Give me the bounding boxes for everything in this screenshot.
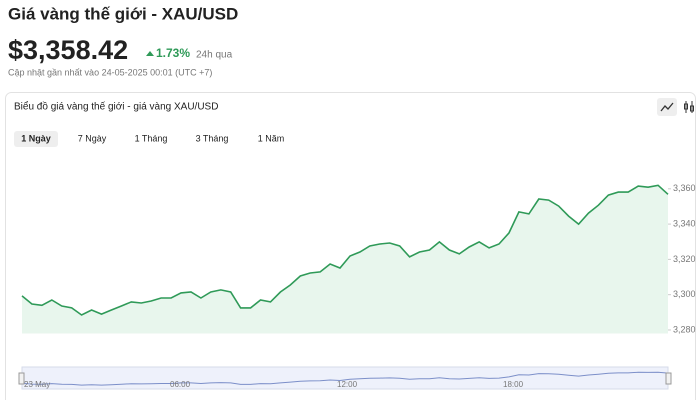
updated: Cập nhật gần nhất vào 24-05-2025 00:01 (… bbox=[8, 67, 212, 77]
tab[interactable]: 7 Ngày bbox=[78, 133, 107, 143]
y-tick-label: 3,320 bbox=[673, 254, 696, 264]
change: 1.73% bbox=[156, 46, 190, 60]
tab[interactable]: 1 Tháng bbox=[135, 133, 168, 143]
card-title: Biểu đồ giá vàng thế giới - giá vàng XAU… bbox=[14, 101, 218, 113]
period: 24h qua bbox=[196, 50, 233, 61]
navigator-handle[interactable] bbox=[665, 372, 672, 385]
page-title: Giá vàng thế giới - XAU/USD bbox=[8, 4, 238, 23]
line-icon[interactable] bbox=[657, 98, 677, 116]
navigator-line bbox=[21, 371, 669, 386]
line-icon-glyph bbox=[660, 102, 674, 112]
navigator-label: 06:00 bbox=[170, 380, 191, 389]
up-arrow bbox=[146, 51, 154, 56]
y-tick-label: 3,340 bbox=[673, 218, 696, 228]
tab[interactable]: 1 Năm bbox=[258, 133, 285, 143]
candle-icon[interactable] bbox=[684, 101, 694, 113]
navigator-label: 18:00 bbox=[503, 380, 524, 389]
navigator-label: 23 May bbox=[24, 380, 50, 389]
price-line bbox=[21, 184, 669, 316]
y-tick-label: 3,280 bbox=[673, 324, 696, 334]
tab[interactable]: 1 Ngày bbox=[21, 133, 51, 143]
navigator-label: 12:00 bbox=[337, 380, 358, 389]
y-tick-label: 3,300 bbox=[673, 289, 696, 299]
tab-active-bg bbox=[14, 131, 58, 147]
navigator-handle[interactable] bbox=[18, 372, 25, 385]
price: $3,358.42 bbox=[8, 35, 128, 65]
y-tick-label: 3,360 bbox=[673, 183, 696, 193]
area-fill bbox=[22, 185, 668, 334]
tab[interactable]: 3 Tháng bbox=[196, 133, 229, 143]
